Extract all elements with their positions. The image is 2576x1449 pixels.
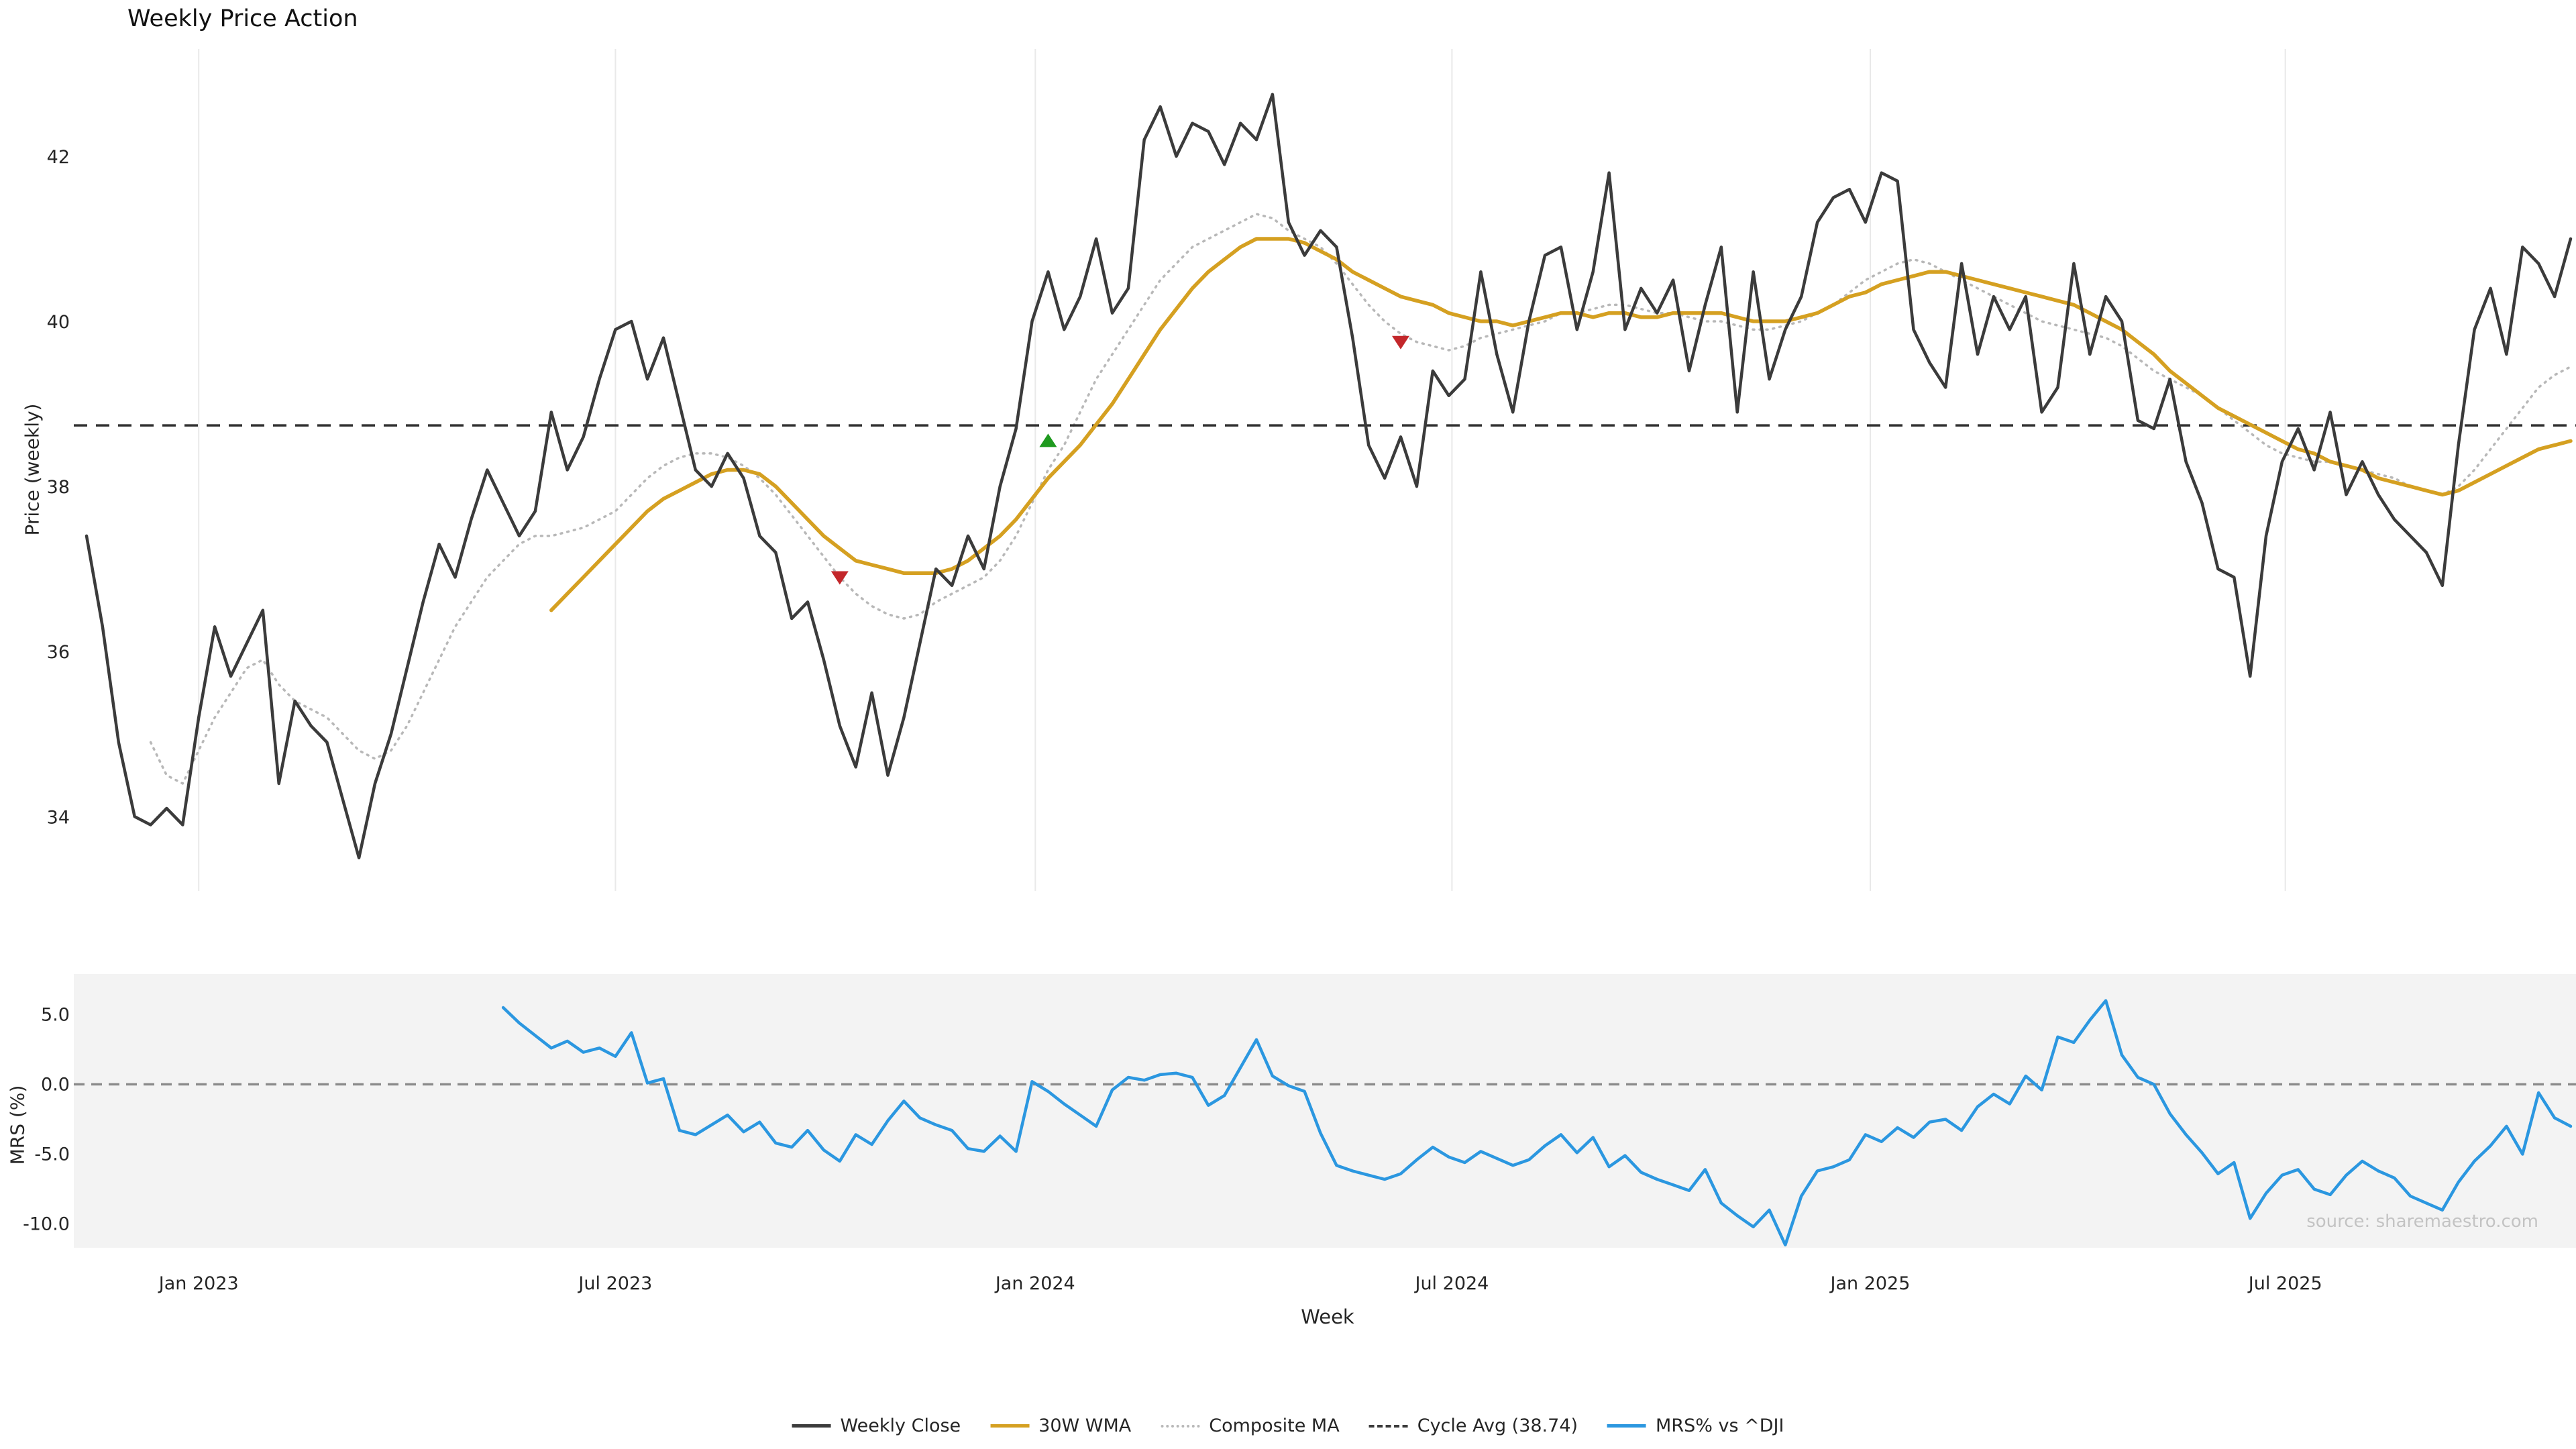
buy-marker bbox=[1039, 433, 1057, 447]
chart-title: Weekly Price Action bbox=[127, 5, 358, 32]
series-composite-ma bbox=[149, 213, 2572, 785]
mrs-line-sample bbox=[1607, 1424, 1647, 1428]
week-axis-label: Week bbox=[1301, 1305, 1354, 1328]
wma-line-sample bbox=[990, 1424, 1030, 1428]
composite-ma-line-sample bbox=[1161, 1424, 1200, 1428]
legend-label: Composite MA bbox=[1209, 1415, 1340, 1436]
cycle-avg-line-sample bbox=[1368, 1424, 1408, 1428]
price-ytick-label: 38 bbox=[47, 477, 70, 498]
x-tick-label: Jan 2023 bbox=[158, 1273, 239, 1294]
legend-label: 30W WMA bbox=[1038, 1415, 1132, 1436]
sell-marker bbox=[1391, 335, 1409, 350]
series-weekly-close bbox=[85, 93, 2573, 860]
sell-marker bbox=[830, 571, 849, 585]
price-ytick-label: 36 bbox=[47, 642, 70, 663]
legend-label: MRS% vs ^DJI bbox=[1656, 1415, 1784, 1436]
weekly-close-line-sample bbox=[792, 1424, 831, 1428]
legend-item-composite-ma: Composite MA bbox=[1161, 1415, 1340, 1436]
x-tick-label: Jul 2025 bbox=[2247, 1273, 2322, 1294]
mrs-ytick-label: -10.0 bbox=[23, 1214, 70, 1235]
legend-item-weekly-close: Weekly Close bbox=[792, 1415, 961, 1436]
price-axis-label: Price (weekly) bbox=[21, 403, 44, 536]
legend-label: Cycle Avg (38.74) bbox=[1417, 1415, 1578, 1436]
series-30w-wma bbox=[549, 237, 2573, 612]
x-tick-label: Jul 2024 bbox=[1413, 1273, 1489, 1294]
mrs-ytick-label: 0.0 bbox=[41, 1074, 70, 1095]
legend-item-30w-wma: 30W WMA bbox=[990, 1415, 1131, 1436]
mrs-ytick-label: -5.0 bbox=[34, 1144, 70, 1165]
x-tick-label: Jul 2023 bbox=[577, 1273, 652, 1294]
price-ytick-label: 42 bbox=[47, 147, 70, 168]
legend: Weekly Close 30W WMA Composite MA Cycle … bbox=[792, 1415, 1784, 1436]
mrs-panel-bg bbox=[74, 974, 2576, 1248]
price-ytick-label: 40 bbox=[47, 312, 70, 333]
x-tick-label: Jan 2024 bbox=[994, 1273, 1075, 1294]
x-tick-label: Jan 2025 bbox=[1829, 1273, 1910, 1294]
legend-item-cycle-avg: Cycle Avg (38.74) bbox=[1368, 1415, 1578, 1436]
source-credit: source: sharemaestro.com bbox=[2306, 1212, 2538, 1232]
price-ytick-label: 34 bbox=[47, 807, 70, 828]
mrs-ytick-label: 5.0 bbox=[41, 1004, 70, 1025]
series-mrs-vs-dji bbox=[501, 999, 2573, 1247]
legend-label: Weekly Close bbox=[840, 1415, 961, 1436]
mrs-axis-label: MRS (%) bbox=[6, 1085, 29, 1165]
legend-item-mrs: MRS% vs ^DJI bbox=[1607, 1415, 1784, 1436]
